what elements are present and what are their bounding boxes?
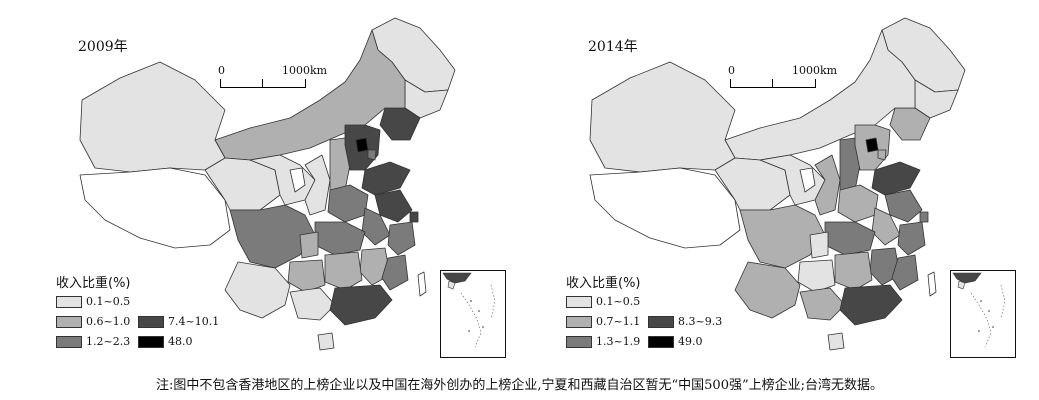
china-province-map-2009 [79,17,456,351]
province-shandong [361,161,411,196]
legend-item: 1.3~1.9 [566,336,640,350]
legend-item: 8.3~9.3 [648,316,722,330]
legend-label: 8.3~9.3 [678,315,723,328]
legend-label: 0.1~0.5 [86,295,131,308]
province-hunan [834,251,873,291]
province-xinjiang [589,61,736,173]
legend-title: 收入比重(%) [56,276,131,291]
scale-bar-line [220,79,306,88]
legend-item: 0.1~0.5 [566,296,640,310]
island-taiwan [927,271,937,297]
province-fujian [891,254,919,291]
province-beijing [865,137,879,153]
scale-zero-label: 0 [728,64,735,77]
scale-distance-label: 1000km [282,64,328,77]
legend-title: 收入比重(%) [566,276,641,291]
legend-swatch [566,316,592,328]
legend-swatch [648,316,674,328]
legend-swatch [648,336,674,348]
province-shanghai [919,211,929,223]
province-xinjiang [79,61,226,173]
legend-swatch [56,296,82,308]
map-panel-2014: 2014年 0 1000km 收入比重(%) 0.1~0.5 0.7~1.1 1… [510,0,1030,370]
province-tibet [79,167,231,249]
province-chongqing [299,231,319,259]
legend-label: 7.4~10.1 [168,315,220,328]
legend-swatch [566,336,592,348]
legend-label: 48.0 [168,335,193,348]
legend-swatch [138,316,164,328]
scale-bar: 0 1000km [218,64,327,90]
south-china-sea-inset [950,270,1016,358]
legend-2014: 收入比重(%) 0.1~0.5 0.7~1.1 1.3~1.9 8.3~9.3 … [566,272,776,352]
scale-bar-tick [262,79,263,87]
province-hainan [827,332,845,351]
province-jiangsu [374,189,413,223]
province-shandong [871,161,921,196]
province-ningxia [289,167,306,193]
legend-item: 0.6~1.0 [56,316,130,330]
legend-item: 48.0 [138,336,193,350]
legend-label: 1.2~2.3 [86,335,131,348]
legend-label: 49.0 [678,335,703,348]
province-guangdong [329,284,393,326]
map-year-label: 2009年 [78,39,128,55]
province-hubei [824,221,876,256]
legend-label: 0.1~0.5 [596,295,641,308]
south-china-sea-inset-map [952,272,1006,348]
province-guangxi [799,287,846,321]
province-guizhou [287,259,326,293]
province-henan [837,184,879,223]
province-yunnan [224,261,291,319]
scale-distance-label: 1000km [792,64,838,77]
south-china-sea-inset-map [442,272,496,348]
province-fujian [381,254,409,291]
legend-2009: 收入比重(%) 0.1~0.5 0.6~1.0 1.2~2.3 7.4~10.1… [56,272,266,352]
legend-swatch [56,316,82,328]
island-taiwan [417,271,427,297]
legend-swatch [138,336,164,348]
province-tibet [589,167,741,249]
province-yunnan [734,261,801,319]
province-guangdong [839,284,903,326]
province-hubei [314,221,366,256]
legend-swatch [56,336,82,348]
province-anhui [361,207,391,246]
legend-label: 0.7~1.1 [596,315,641,328]
province-ningxia [799,167,816,193]
scale-zero-label: 0 [218,64,225,77]
china-province-map-2014 [589,17,966,351]
province-chongqing [809,231,829,259]
legend-label: 1.3~1.9 [596,335,641,348]
legend-item: 1.2~2.3 [56,336,130,350]
province-zhejiang [897,221,926,256]
legend-item: 49.0 [648,336,703,350]
province-hainan [317,332,335,351]
province-shaanxi [814,154,841,216]
scale-bar-line [730,79,816,88]
province-tianjin [367,149,377,161]
province-anhui [871,207,901,246]
south-china-sea-inset [440,270,506,358]
scale-bar: 0 1000km [728,64,837,90]
province-shaanxi [304,154,331,216]
province-henan [327,184,369,223]
province-hunan [324,251,363,291]
legend-swatch [566,296,592,308]
province-shanghai [409,211,419,223]
legend-item: 7.4~10.1 [138,316,219,330]
legend-item: 0.7~1.1 [566,316,640,330]
legend-item: 0.1~0.5 [56,296,130,310]
province-tianjin [877,149,887,161]
province-guangxi [289,287,336,321]
province-beijing [355,137,369,153]
map-panel-2009: 2009年 0 1000km 收入比重(%) 0.1~0.5 0.6~1.0 1… [0,0,520,370]
province-jiangsu [884,189,923,223]
province-zhejiang [387,221,416,256]
figure-note: 注:图中不包含香港地区的上榜企业以及中国在海外创办的上榜企业,宁夏和西藏自治区暂… [156,378,883,393]
province-guizhou [797,259,836,293]
map-year-label: 2014年 [588,39,638,55]
legend-label: 0.6~1.0 [86,315,131,328]
scale-bar-tick [772,79,773,87]
